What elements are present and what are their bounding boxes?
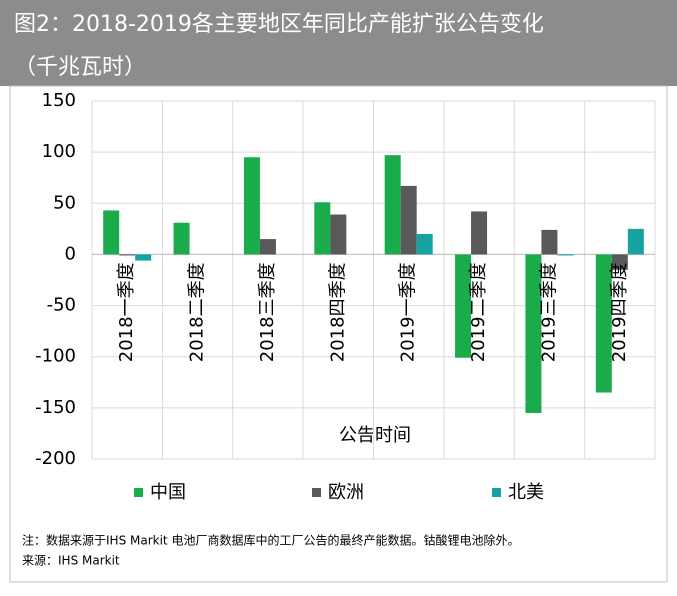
source: 来源：IHS Markit [22, 554, 120, 568]
bar [259, 239, 276, 255]
bar [103, 210, 120, 255]
chart-title: 图2：2018-2019各主要地区年同比产能扩张公告变化 [14, 12, 544, 37]
y-tick-label: 150 [42, 90, 76, 111]
bar [611, 254, 628, 270]
bar [384, 155, 401, 255]
y-tick-label: -150 [35, 397, 76, 418]
x-axis-title: 公告时间 [339, 425, 411, 446]
x-tick-label: 2019一季度 [398, 262, 419, 362]
legend-swatch [312, 488, 321, 497]
bar [243, 157, 260, 255]
x-tick-label: 2018三季度 [257, 262, 278, 362]
y-tick-label: -50 [47, 295, 76, 316]
bar [400, 185, 417, 255]
legend-label: 北美 [508, 482, 544, 503]
title-bar [0, 0, 677, 86]
y-tick-label: -100 [35, 346, 76, 367]
legend-label: 欧洲 [328, 482, 364, 503]
bar [557, 254, 574, 256]
bar [173, 222, 190, 255]
chart-subtitle: （千兆瓦时） [14, 55, 146, 80]
bar [416, 233, 433, 255]
chart-border [9, 85, 668, 583]
x-tick-label: 2019四季度 [609, 262, 630, 362]
y-tick-label: 100 [42, 141, 76, 162]
bar [471, 211, 488, 255]
bar [119, 254, 136, 256]
y-tick-label: 0 [65, 243, 76, 264]
y-tick-label: 50 [53, 192, 76, 213]
x-tick-label: 2019二季度 [468, 262, 489, 362]
bar [135, 254, 152, 261]
x-tick-label: 2019三季度 [538, 262, 559, 362]
y-tick-label: -200 [35, 448, 76, 469]
bar [525, 254, 542, 413]
bar [455, 254, 472, 358]
legend-label: 中国 [150, 482, 186, 503]
x-tick-label: 2018二季度 [187, 262, 208, 362]
bar [627, 228, 644, 255]
x-tick-label: 2018四季度 [327, 262, 348, 362]
bar [314, 202, 331, 255]
legend-swatch [134, 488, 143, 497]
note: 注：数据来源于IHS Markit 电池厂商数据库中的工厂公告的最终产能数据。钴… [22, 533, 519, 548]
x-tick-label: 2018一季度 [116, 262, 137, 362]
bar [330, 214, 347, 255]
bar [541, 229, 558, 255]
bar [595, 254, 612, 393]
legend-swatch [492, 488, 501, 497]
